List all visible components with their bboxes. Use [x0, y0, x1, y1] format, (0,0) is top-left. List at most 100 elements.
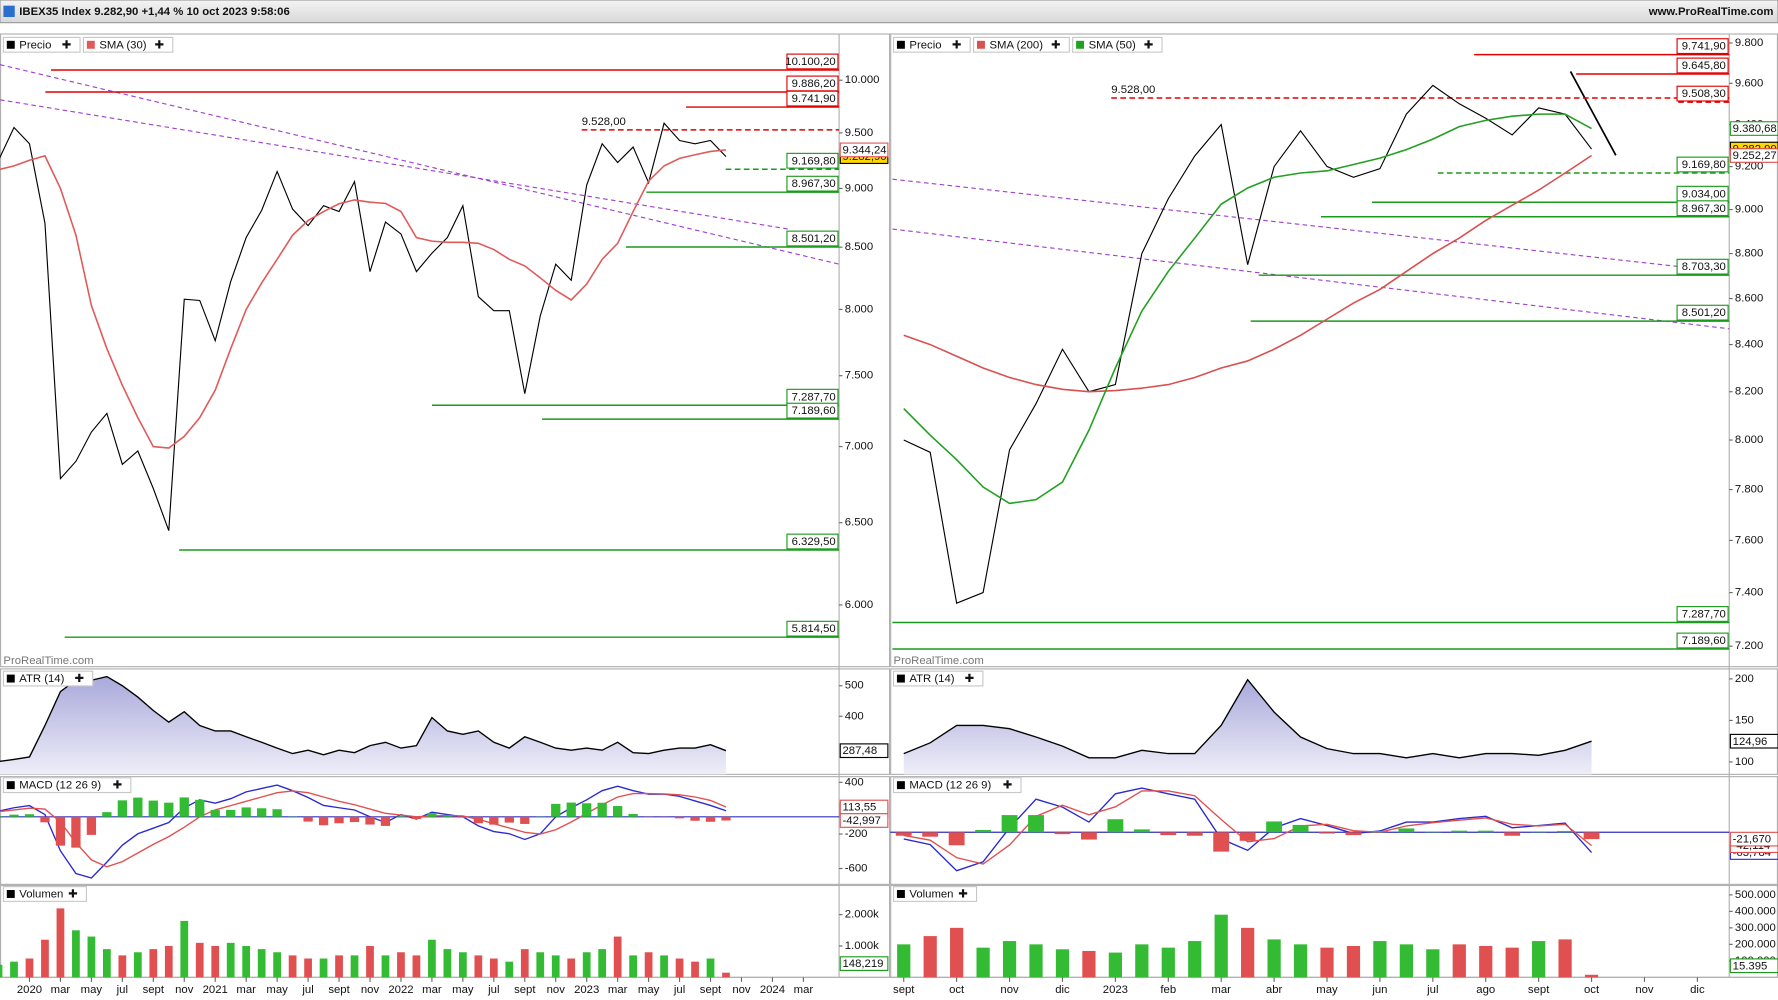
- x-tick-label: nov: [1635, 984, 1654, 996]
- macd-histogram-bar: [272, 809, 282, 817]
- axis-tag-box: [1729, 733, 1778, 749]
- volume-bar: [0, 964, 3, 978]
- x-tick-label: ago: [1476, 984, 1495, 996]
- level-label-box: [1676, 85, 1729, 102]
- x-tick-label: 2021: [203, 984, 228, 996]
- axis-tag: -42,997: [843, 815, 881, 827]
- macd-histogram-bar: [1504, 832, 1521, 836]
- macd-histogram-bar: [396, 816, 406, 817]
- watermark: ProRealTime.com: [3, 655, 93, 667]
- legend-swatch: [1076, 40, 1085, 49]
- level-label: 6.329,50: [792, 536, 836, 548]
- axis-tag-box: [839, 813, 889, 828]
- legend-tool: ✚: [1003, 780, 1013, 792]
- macd-histogram-bar: [1477, 830, 1494, 833]
- x-tick-label: nov: [175, 984, 194, 996]
- x-tick-label: abr: [1266, 984, 1283, 996]
- macd-histogram-bar: [380, 816, 391, 826]
- watermark: ProRealTime.com: [894, 655, 984, 667]
- volume-bar: [1346, 945, 1361, 978]
- macd-histogram-bar: [1319, 832, 1335, 834]
- macd-histogram-bar: [975, 830, 992, 833]
- x-tick-label: nov: [732, 984, 751, 996]
- y-tick-label: -200: [845, 828, 868, 840]
- volume-bar: [722, 972, 730, 978]
- level-label: 9.886,20: [792, 78, 836, 90]
- macd-histogram-bar: [597, 802, 607, 817]
- macd-histogram-bar: [349, 816, 360, 823]
- y-tick-label: 500.000: [1735, 889, 1776, 901]
- volume-bar: [242, 945, 251, 978]
- x-tick-label: feb: [1160, 984, 1176, 996]
- volume-bar: [149, 949, 158, 978]
- macd-histogram-bar: [1054, 832, 1071, 835]
- y-tick-label: 8.800: [1735, 248, 1763, 260]
- axis-tag-box: [839, 956, 889, 971]
- trend-line: [1569, 71, 1617, 156]
- volume-bar: [1135, 944, 1149, 978]
- header-site[interactable]: www.ProRealTime.com: [1648, 6, 1774, 18]
- y-tick-label: 7.400: [1735, 587, 1763, 599]
- panel-frames: [0, 33, 1778, 978]
- macd-line: [903, 790, 1592, 865]
- y-tick-label: 9.200: [1735, 161, 1763, 173]
- macd-line: [903, 787, 1593, 872]
- y-tick-label: 6.500: [845, 517, 873, 529]
- x-tick-label: may: [452, 984, 474, 996]
- x-tick-label: sept: [893, 984, 915, 996]
- x-tick-label: mar: [608, 984, 628, 996]
- axis-tag: -21,670: [1733, 834, 1771, 846]
- y-tick-label: 7.800: [1735, 484, 1763, 496]
- macd-histogram-bar: [1583, 832, 1600, 840]
- legend-tool: ✚: [113, 780, 123, 792]
- volume-bar: [489, 958, 498, 978]
- level-label: 8.703,30: [1682, 261, 1726, 273]
- macd-histogram-bar: [1001, 815, 1018, 833]
- y-tick-label: 400: [845, 710, 864, 722]
- macd-histogram-bar: [613, 806, 623, 817]
- macd-histogram-bar: [241, 807, 251, 817]
- axis-tag-box: [1729, 121, 1778, 136]
- macd-histogram-bar: [411, 816, 422, 820]
- macd-histogram-bar: [102, 812, 112, 817]
- legend-label: ATR (14): [19, 673, 64, 685]
- macd-histogram-bar: [1424, 831, 1441, 833]
- volume-bar: [428, 939, 436, 978]
- macd-histogram-bar: [257, 808, 267, 817]
- y-tick-label: 7.000: [845, 441, 873, 453]
- macd-histogram-bar: [705, 816, 716, 822]
- volume-bar: [1082, 950, 1096, 978]
- volume-bar: [598, 949, 607, 978]
- x-tick-label: jul: [301, 984, 313, 996]
- x-tick-label: sept: [1528, 984, 1550, 996]
- volume-bar: [536, 952, 545, 978]
- atr-area: [903, 679, 1592, 775]
- macd-histogram-bar: [948, 832, 965, 846]
- volume-bar: [706, 958, 715, 978]
- macd-histogram-bar: [1213, 832, 1230, 852]
- volume-bar: [180, 920, 189, 978]
- macd-histogram-bar: [458, 816, 468, 818]
- volume-bar: [1055, 949, 1070, 978]
- x-tick-label: jul: [116, 984, 128, 996]
- y-tick-label: 8.500: [845, 241, 873, 253]
- legend-swatch: [896, 781, 905, 790]
- y-tick-label: 300.000: [1735, 922, 1776, 934]
- y-tick-label: 200.000: [1735, 938, 1776, 950]
- volume-bar: [1452, 944, 1466, 978]
- x-tick-label: sept: [514, 984, 536, 996]
- legend-label: SMA (50): [1089, 39, 1136, 51]
- legend-swatch: [896, 40, 905, 49]
- level-label: 7.287,70: [792, 391, 836, 403]
- legend-label: ATR (14): [909, 673, 954, 685]
- macd-histogram-bar: [582, 803, 592, 817]
- volume-bar: [1584, 974, 1599, 978]
- x-tick-label: 2020: [17, 984, 42, 996]
- axis-tag: 9.252,27: [1733, 150, 1777, 162]
- volume-bar: [1505, 947, 1519, 978]
- volume-bar: [1426, 949, 1440, 978]
- y-tick-label: 500: [845, 680, 864, 692]
- level-label-box: [786, 230, 839, 247]
- level-label-box: [786, 402, 839, 419]
- volume-bar: [459, 952, 467, 978]
